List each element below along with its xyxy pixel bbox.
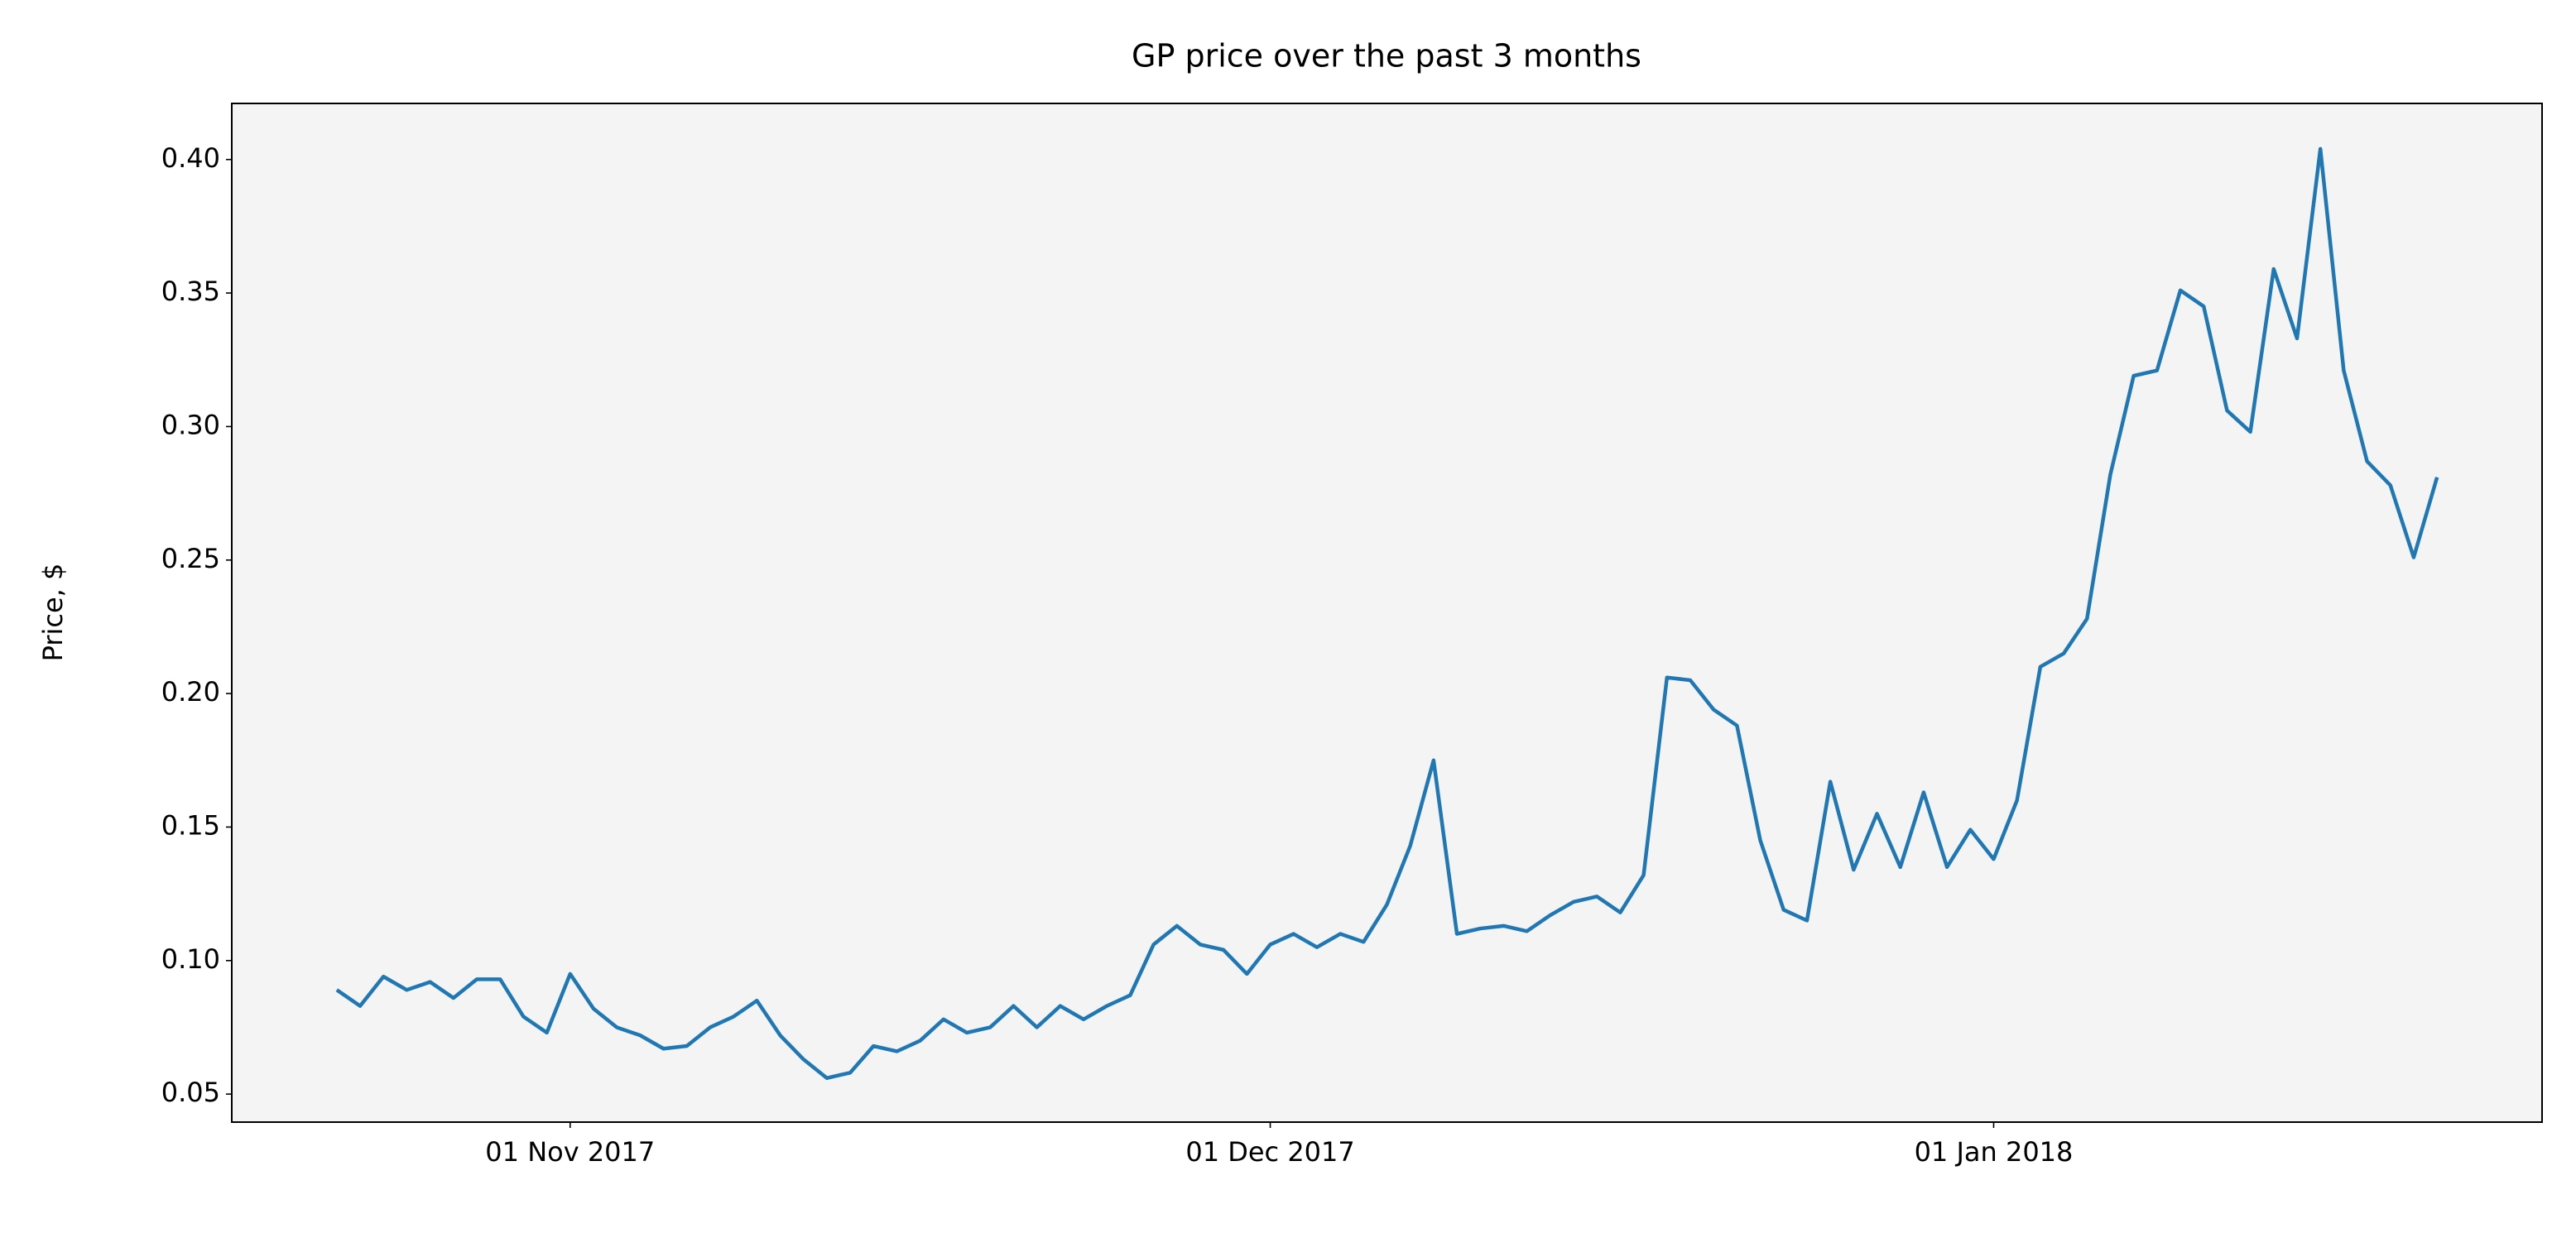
x-tick-label: 01 Nov 2017 [485,1136,655,1168]
chart-title: GP price over the past 3 months [1132,38,1641,74]
x-tick-label: 01 Jan 2018 [1915,1136,2074,1168]
y-tick-label: 0.20 [161,676,220,708]
y-tick-label: 0.30 [161,409,220,440]
plot-frame [231,103,2543,1123]
y-tick-label: 0.40 [161,142,220,174]
y-tick-label: 0.05 [161,1077,220,1108]
y-axis-label: Price, $ [37,564,69,662]
price-line [335,146,2439,1081]
x-tick-label: 01 Dec 2017 [1185,1136,1354,1168]
plot-area [232,103,2542,1122]
y-tick-label: 0.15 [161,809,220,841]
y-tick-label: 0.10 [161,943,220,975]
y-tick-label: 0.25 [161,543,220,574]
y-tick-label: 0.35 [161,276,220,307]
